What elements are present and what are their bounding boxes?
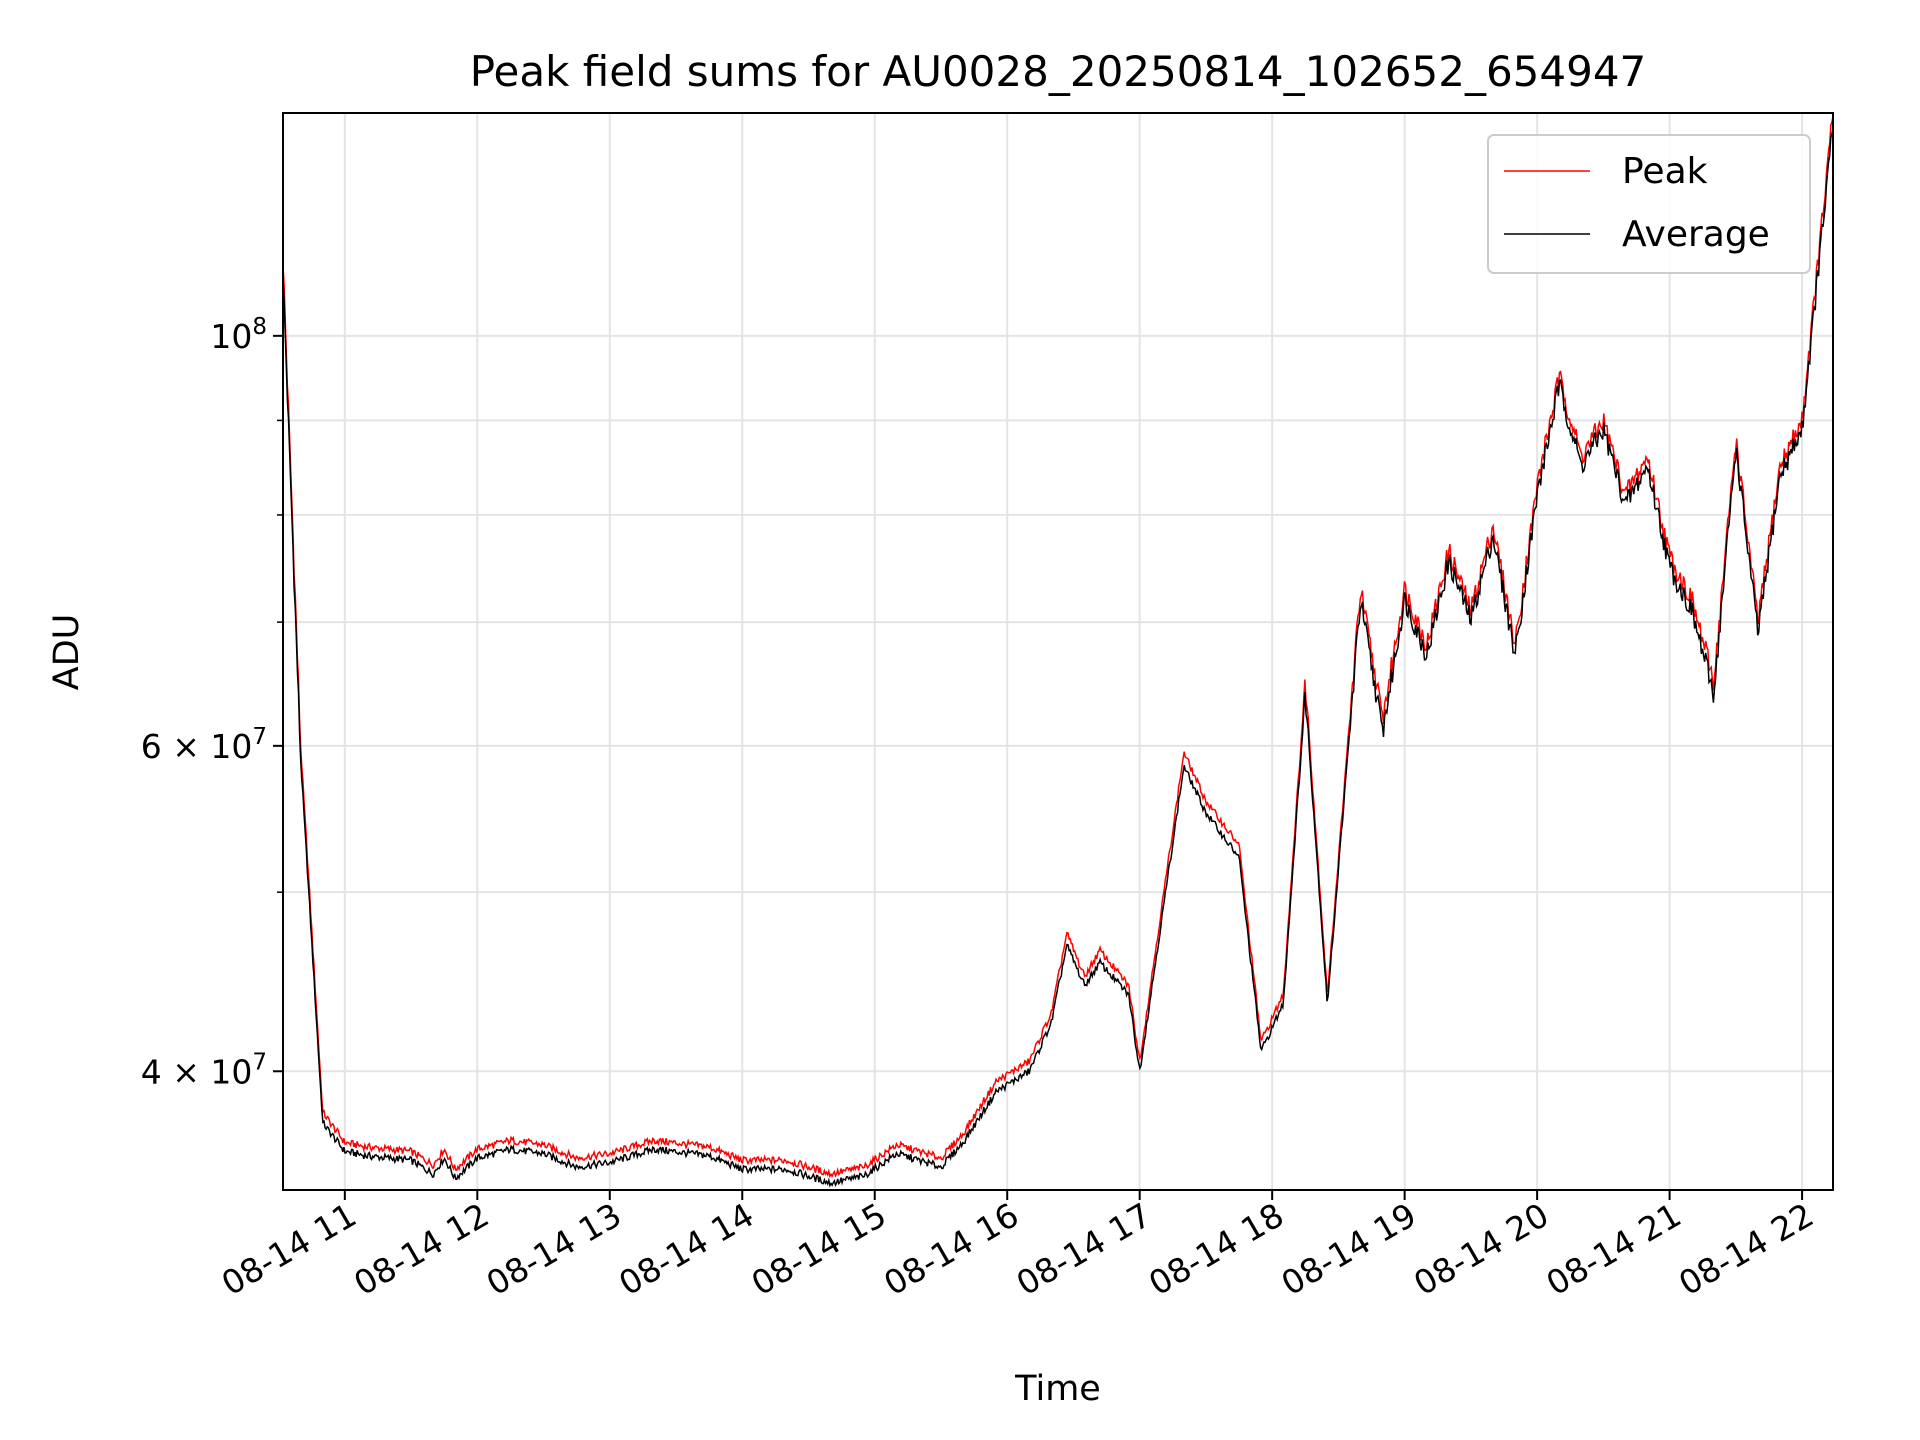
y-tick-label: 108 bbox=[210, 314, 267, 356]
legend-label-peak: Peak bbox=[1622, 151, 1708, 192]
series-line-peak bbox=[283, 116, 1833, 1179]
y-axis-label: ADU bbox=[47, 614, 87, 691]
y-tick-label: 6 × 107 bbox=[141, 724, 267, 766]
plot-frame bbox=[282, 112, 1834, 1191]
y-tick-label: 4 × 107 bbox=[141, 1049, 267, 1091]
legend: Peak Average bbox=[1487, 134, 1811, 274]
legend-label-average: Average bbox=[1622, 214, 1770, 255]
grid bbox=[283, 113, 1833, 1190]
legend-box bbox=[1487, 134, 1811, 274]
chart-title: Peak field sums for AU0028_20250814_1026… bbox=[470, 47, 1647, 96]
series-line-average bbox=[283, 128, 1833, 1188]
x-axis-label: Time bbox=[1014, 1369, 1101, 1409]
plot-area bbox=[283, 116, 1833, 1188]
